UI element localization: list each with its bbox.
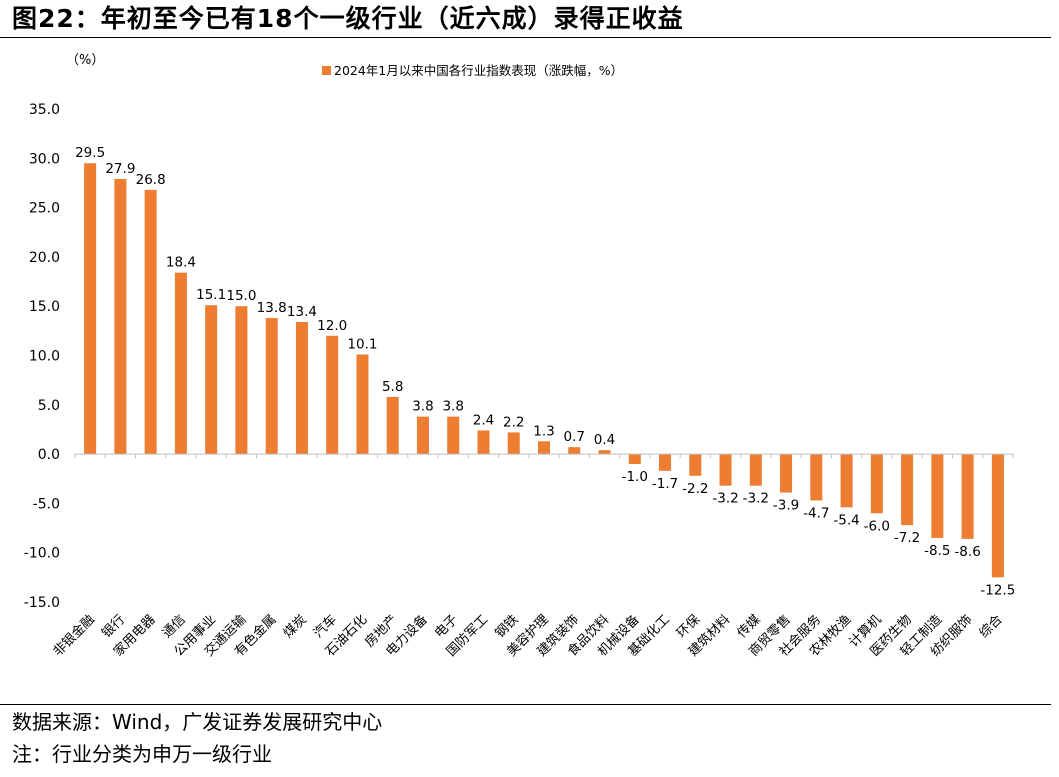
y-tick-label: 10.0 bbox=[29, 349, 60, 365]
bar bbox=[386, 396, 399, 455]
x-tick-label: 煤炭 bbox=[281, 612, 310, 641]
bar bbox=[265, 318, 278, 455]
y-tick-label: 0.0 bbox=[38, 447, 60, 463]
bar-value-label: 5.8 bbox=[382, 379, 403, 395]
bar-chart: （%） 2024年1月以来中国各行业指数表现（涨跌幅，%） 35.0 30.0 25… bbox=[24, 53, 1016, 660]
bar-value-label: 29.5 bbox=[75, 145, 105, 161]
bar bbox=[840, 454, 853, 508]
bar-value-label: 0.7 bbox=[564, 429, 585, 445]
bar-value-label: -4.7 bbox=[803, 505, 829, 521]
bar bbox=[295, 321, 308, 455]
bar bbox=[174, 272, 187, 455]
bar-value-label: 1.3 bbox=[533, 423, 554, 439]
bar bbox=[991, 454, 1004, 578]
bar bbox=[114, 179, 127, 455]
bar bbox=[507, 432, 520, 455]
y-tick-label: -10.0 bbox=[24, 546, 60, 562]
footer-divider bbox=[0, 704, 1051, 705]
bar bbox=[719, 454, 732, 486]
y-tick-label: 30.0 bbox=[29, 151, 60, 167]
bar-value-label: -1.7 bbox=[652, 476, 678, 492]
bar-value-label: 15.0 bbox=[226, 288, 256, 304]
bar-value-label: 13.4 bbox=[287, 304, 317, 320]
y-unit-label: （%） bbox=[66, 53, 104, 68]
data-source: 数据来源：Wind，广发证券发展研究中心 bbox=[12, 710, 383, 734]
bar-value-label: 0.4 bbox=[594, 432, 615, 448]
bar bbox=[568, 447, 581, 455]
y-tick-label: -15.0 bbox=[24, 595, 60, 611]
bar bbox=[931, 454, 944, 538]
y-tick-label: 25.0 bbox=[29, 201, 60, 217]
bar-value-label: -7.2 bbox=[894, 530, 920, 546]
x-axis: 非银金融 银行家用电器 通信公用事业交通运输有色金属 煤炭 汽车石油石化房地产电力设备电… bbox=[50, 453, 1014, 660]
bar-value-label: -3.9 bbox=[773, 498, 799, 514]
figure-title: 图22：年初至今已有18个一级行业（近六成）录得正收益 bbox=[12, 4, 684, 33]
bar bbox=[810, 454, 823, 501]
bar-value-label: -5.4 bbox=[833, 512, 859, 528]
value-labels: 29.527.926.8 18.415.1 15.013.8 13.412.010.1… bbox=[75, 145, 1015, 598]
x-tick-label: 非银金融 bbox=[50, 612, 98, 660]
bar bbox=[84, 163, 97, 455]
bar bbox=[749, 454, 762, 486]
bar-value-label: -1.0 bbox=[622, 469, 648, 485]
bar bbox=[961, 454, 974, 539]
legend-label: 2024年1月以来中国各行业指数表现（涨跌幅，%） bbox=[334, 63, 623, 78]
title-divider bbox=[0, 37, 1051, 38]
y-tick-label: 15.0 bbox=[29, 299, 60, 315]
bar-value-label: 18.4 bbox=[166, 255, 196, 271]
bar bbox=[659, 454, 672, 471]
bar bbox=[628, 454, 641, 464]
bar bbox=[144, 189, 157, 455]
y-axis: 35.0 30.0 25.0 20.0 15.0 10.0 5.0 0.0 -5.0 -10.0 -… bbox=[24, 102, 60, 611]
bar-value-label: -3.2 bbox=[712, 491, 738, 507]
y-tick-label: -5.0 bbox=[33, 496, 60, 512]
bar-value-label: 12.0 bbox=[317, 318, 347, 334]
bar-value-label: -8.5 bbox=[924, 543, 950, 559]
bar bbox=[326, 335, 339, 455]
x-tick-label: 综合 bbox=[977, 612, 1006, 641]
bar bbox=[870, 454, 883, 514]
bar-value-label: 2.4 bbox=[473, 412, 494, 428]
bar-value-label: 27.9 bbox=[105, 161, 135, 177]
bar-value-label: -6.0 bbox=[864, 518, 890, 534]
bar bbox=[235, 306, 248, 455]
bar-value-label: 15.1 bbox=[196, 287, 226, 303]
bar-value-label: -2.2 bbox=[682, 481, 708, 497]
bar bbox=[780, 454, 793, 493]
bar bbox=[598, 450, 611, 455]
bar-value-label: 26.8 bbox=[136, 172, 166, 188]
y-tick-label: 5.0 bbox=[38, 398, 60, 414]
y-tick-label: 35.0 bbox=[29, 102, 60, 118]
legend-swatch bbox=[322, 66, 331, 75]
bar bbox=[477, 430, 490, 455]
bar bbox=[447, 416, 460, 455]
bar-value-label: 2.2 bbox=[503, 414, 524, 430]
bar-value-label: -8.6 bbox=[954, 544, 980, 560]
chart-legend: 2024年1月以来中国各行业指数表现（涨跌幅，%） bbox=[322, 63, 623, 78]
bar-value-label: 13.8 bbox=[257, 300, 287, 316]
bar bbox=[901, 454, 914, 526]
bar-value-label: -3.2 bbox=[743, 491, 769, 507]
bar bbox=[689, 454, 702, 476]
bar-value-label: 10.1 bbox=[347, 337, 377, 353]
bar-series bbox=[84, 163, 1004, 578]
bar-value-label: 3.8 bbox=[442, 399, 463, 415]
bar bbox=[538, 441, 550, 455]
y-tick-label: 20.0 bbox=[29, 250, 60, 266]
bar bbox=[356, 354, 369, 455]
bar-value-label: -12.5 bbox=[980, 582, 1015, 598]
bar bbox=[205, 305, 218, 455]
bar bbox=[416, 416, 429, 455]
footnote: 注：行业分类为申万一级行业 bbox=[12, 742, 272, 766]
bar-value-label: 3.8 bbox=[412, 399, 433, 415]
